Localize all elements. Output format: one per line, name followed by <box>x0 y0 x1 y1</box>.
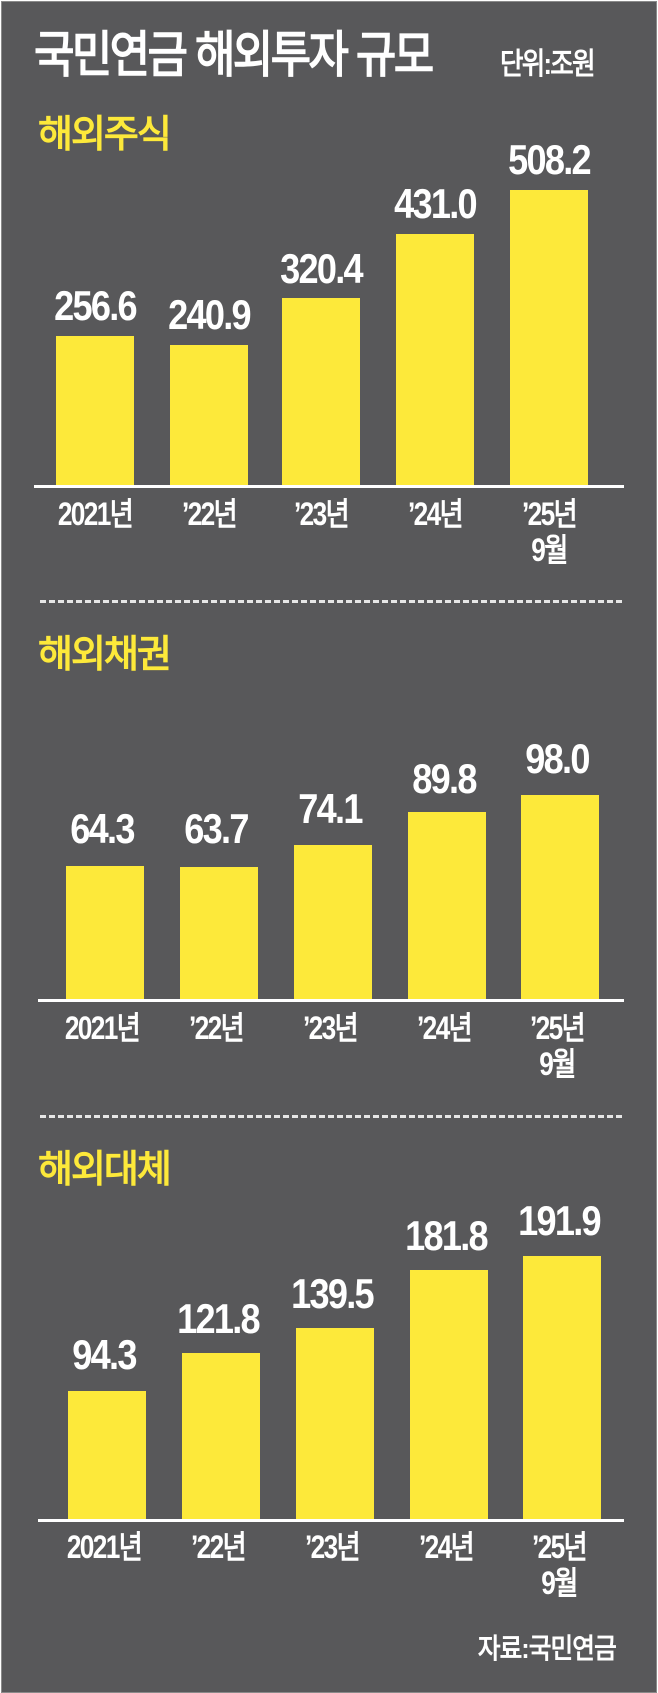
x-tick-label: 2021년 <box>57 496 134 532</box>
bar <box>296 1328 374 1519</box>
x-tick-label: ’23년 <box>302 1010 359 1046</box>
value-label: 139.5 <box>291 1270 375 1317</box>
bar <box>66 866 144 999</box>
chart-title: 국민연금 해외투자 규모 <box>34 27 434 83</box>
bar-plot: 64.3 63.7 74.1 89.8 98.0 2021년 ’22년 ’23년… <box>34 2 624 1122</box>
x-tick-label: ’24년 <box>418 1529 475 1565</box>
bar <box>523 1256 601 1519</box>
bar <box>170 345 248 485</box>
value-label: 74.1 <box>298 785 363 832</box>
bar <box>521 795 599 999</box>
x-tick-label-multiline: ’25년 9월 <box>496 496 603 568</box>
bar <box>396 234 474 485</box>
bar <box>408 812 486 999</box>
x-tick-label: ’24년 <box>416 1010 473 1046</box>
value-label: 89.8 <box>412 755 477 802</box>
bar <box>68 1391 146 1519</box>
x-tick-label-line2: 9월 <box>541 1565 578 1601</box>
value-label: 320.4 <box>280 245 364 292</box>
value-label: 431.0 <box>394 180 478 227</box>
section-divider <box>40 600 622 603</box>
x-tick-label: 2021년 <box>64 1010 141 1046</box>
x-tick-label-line1: ’25년 <box>529 1010 586 1046</box>
x-tick-label: ’22년 <box>181 496 238 532</box>
section-label: 해외채권 <box>38 634 172 676</box>
bar <box>180 867 258 999</box>
value-label: 121.8 <box>177 1295 261 1342</box>
source-credit: 자료:국민연금 <box>477 1633 617 1664</box>
x-axis-line <box>34 485 624 488</box>
bar <box>410 1270 488 1519</box>
x-tick-label-line2: 9월 <box>539 1046 576 1082</box>
x-tick-label: ’22년 <box>188 1010 245 1046</box>
x-axis-line <box>38 1519 624 1522</box>
x-tick-label: ’23년 <box>293 496 350 532</box>
bar <box>294 845 372 999</box>
value-label: 94.3 <box>72 1331 137 1378</box>
x-tick-label: 2021년 <box>66 1529 143 1565</box>
value-label: 240.9 <box>168 291 252 338</box>
value-label: 98.0 <box>525 735 590 782</box>
x-tick-label: ’22년 <box>190 1529 247 1565</box>
section-label: 해외주식 <box>38 114 172 156</box>
unit-label: 단위:조원 <box>500 48 596 81</box>
x-axis-line <box>38 999 624 1002</box>
x-tick-label-line1: ’25년 <box>531 1529 588 1565</box>
x-tick-label: ’23년 <box>304 1529 361 1565</box>
x-tick-label-line1: ’25년 <box>521 496 578 532</box>
x-tick-label-line2: 9월 <box>531 532 568 568</box>
value-label: 508.2 <box>508 136 592 183</box>
section-label: 해외대체 <box>38 1149 172 1191</box>
bar <box>56 336 134 485</box>
section-divider <box>40 1115 622 1118</box>
bar-plot: 94.3 121.8 139.5 181.8 191.9 2021년 ’22년 … <box>34 2 624 1692</box>
value-label: 63.7 <box>184 805 249 852</box>
bar <box>182 1353 260 1519</box>
x-tick-label: ’24년 <box>407 496 464 532</box>
bar <box>282 298 360 485</box>
value-label: 256.6 <box>54 282 138 329</box>
value-label: 191.9 <box>518 1197 602 1244</box>
value-label: 64.3 <box>70 805 135 852</box>
x-tick-label-multiline: ’25년 9월 <box>504 1010 611 1082</box>
value-label: 181.8 <box>405 1212 489 1259</box>
x-tick-label-multiline: ’25년 9월 <box>506 1529 613 1601</box>
bar <box>510 190 588 485</box>
bar-plot: 256.6 240.9 320.4 431.0 508.2 2021년 ’22년… <box>34 2 624 602</box>
